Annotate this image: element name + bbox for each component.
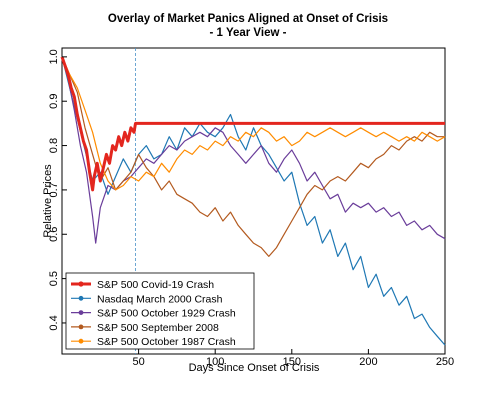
legend-label: S&P 500 September 2008: [97, 322, 219, 334]
x-tick-label: 50: [132, 356, 144, 368]
x-axis-label: Days Since Onset of Crisis: [189, 362, 320, 374]
y-tick-label: 0.8: [48, 138, 60, 153]
y-tick-label: 0.7: [48, 182, 60, 197]
series-line-3: [61, 56, 446, 244]
legend-label: S&P 500 October 1987 Crash: [97, 336, 236, 348]
legend-marker: [78, 295, 84, 301]
y-tick-label: 0.9: [48, 94, 60, 109]
legend-items: S&P 500 Covid-19 Crash Nasdaq March 2000 …: [71, 279, 236, 348]
series-line-4: [61, 56, 445, 257]
chart-title: Overlay of Market Panics Aligned at Onse…: [108, 13, 388, 25]
y-axis-label: Relative Prices: [42, 164, 54, 238]
plot-area: [61, 47, 446, 355]
y-tick-label: 1.0: [48, 49, 60, 64]
y-tick-label: 0.6: [48, 227, 60, 242]
series-layer: [60, 56, 446, 346]
series-line-2: [61, 56, 446, 346]
x-tick-label: 100: [206, 356, 224, 368]
legend-label: S&P 500 Covid-19 Crash: [97, 279, 214, 291]
y-tick-label: 0.4: [48, 315, 60, 330]
legend-marker: [78, 310, 84, 315]
legend-marker: [78, 281, 84, 287]
legend-marker: [78, 338, 84, 344]
plot-frame: [61, 47, 446, 355]
legend-marker: [78, 324, 84, 330]
legend-label: Nasdaq March 2000 Crash: [97, 293, 223, 305]
ticks-layer: 50 100 150 200 250 0.4 0.5 0.6 0.7 0.8 0.9 1.0: [48, 49, 454, 368]
x-tick-label: 200: [359, 356, 377, 368]
legend-box: [65, 272, 255, 350]
y-tick-label: 0.5: [48, 271, 60, 286]
legend: S&P 500 Covid-19 Crash Nasdaq March 2000 …: [65, 272, 255, 350]
legend-label: S&P 500 October 1929 Crash: [97, 308, 236, 320]
x-tick-label: 150: [283, 356, 301, 368]
x-tick-label: 250: [436, 356, 454, 368]
series-line-5: [61, 56, 446, 191]
chart-subtitle: - 1 Year View -: [210, 27, 287, 39]
series-line-1: [60, 56, 445, 192]
